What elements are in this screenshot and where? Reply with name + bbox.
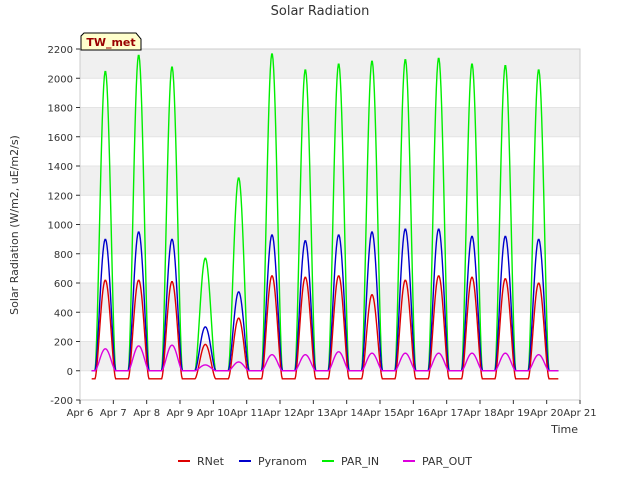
x-tick-label: Apr 9 [167,408,194,419]
x-tick-label: Apr 7 [100,408,127,419]
series-line-par-out [91,344,559,372]
legend-label: Pyranom [258,455,307,468]
y-tick-label: 800 [54,250,73,261]
site-label: TW_met [86,36,135,49]
grid-band [80,253,580,283]
grid-band [80,195,580,225]
legend: RNet Pyranom PAR_IN PAR_OUT [178,455,472,468]
grid-band [80,283,580,313]
series-line-rnet [91,275,559,380]
chart-title: Solar Radiation [271,4,370,19]
y-tick-label: 1800 [48,104,73,115]
x-tick-label: Apr 12 [263,408,296,419]
grid-band [80,78,580,108]
x-tick-label: Apr 16 [397,408,430,419]
x-tick-label: Apr 18 [463,408,496,419]
y-tick-label: 2000 [48,74,73,85]
legend-label: PAR_OUT [422,455,472,468]
series-layer [91,53,559,380]
grid-band [80,370,580,400]
legend-label: PAR_IN [341,455,379,468]
y-tick-label: 1200 [48,191,73,202]
y-axis: -200 0 200 400 600 800 1000 1200 1400 1600 1800 200… [48,45,80,407]
x-tick-label: Apr 21 [563,408,596,419]
x-axis-label: Time [550,423,578,436]
x-tick-label: Apr 14 [330,408,363,419]
x-tick-label: Apr 13 [297,408,330,419]
x-tick-label: Apr 10 [197,408,230,419]
y-axis-label: Solar Radiation (W/m2, uE/m2/s) [8,135,21,315]
grid-band [80,224,580,254]
y-tick-label: 400 [54,308,73,319]
x-tick-label: Apr 11 [230,408,263,419]
y-tick-label: 1400 [48,162,73,173]
grid-band [80,49,580,79]
x-tick-label: Apr 20 [530,408,563,419]
site-label-box: TW_met [80,32,142,51]
y-tick-label: 600 [54,279,73,290]
grid-band [80,136,580,166]
y-tick-label: -200 [50,396,73,407]
y-tick-label: 2200 [48,45,73,56]
x-tick-label: Apr 6 [67,408,94,419]
y-tick-label: 0 [67,367,73,378]
x-tick-label: Apr 8 [133,408,160,419]
x-tick-label: Apr 17 [430,408,463,419]
y-tick-label: 200 [54,338,73,349]
legend-label: RNet [197,455,225,468]
x-axis: Apr 6 Apr 7 Apr 8 Apr 9 Apr 10 Apr 11 Apr 12 Ap… [67,400,597,419]
x-tick-label: Apr 15 [363,408,396,419]
grid-band [80,166,580,196]
y-tick-label: 1600 [48,133,73,144]
x-tick-label: Apr 19 [497,408,530,419]
y-tick-label: 1000 [48,221,73,232]
grid-band [80,107,580,137]
